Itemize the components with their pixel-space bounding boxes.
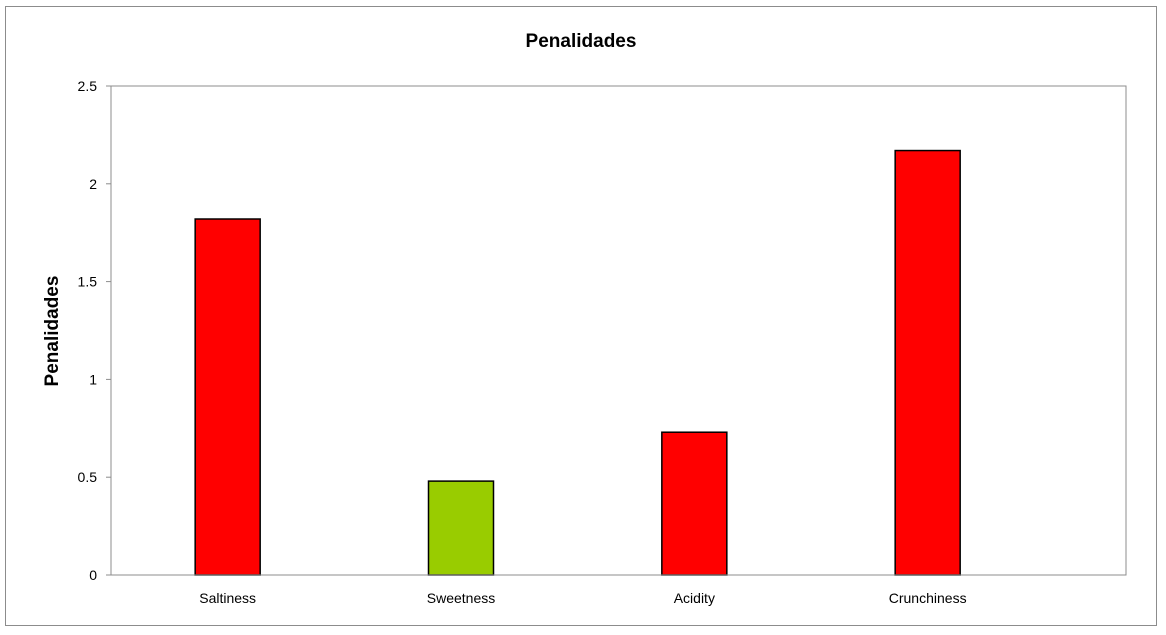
bar-sweetness <box>427 480 495 576</box>
y-tick-label: 2.5 <box>78 78 98 94</box>
y-tick-label: 1.5 <box>78 274 98 290</box>
x-axis: Saltiness Sweetness Acidity Crunchiness <box>111 574 1126 606</box>
y-axis-label: Penalidades <box>42 276 63 387</box>
bars <box>194 149 961 576</box>
x-tick-label: Acidity <box>674 590 715 606</box>
x-tick-label: Crunchiness <box>889 590 967 606</box>
y-tick-label: 2 <box>89 176 97 192</box>
bar-acidity <box>661 431 728 576</box>
chart-title: Penalidades <box>526 31 637 52</box>
x-tick-label: Sweetness <box>427 590 495 606</box>
bar-crunchiness <box>894 149 961 576</box>
y-tick-label: 0.5 <box>78 469 98 485</box>
y-tick-label: 0 <box>89 567 97 583</box>
y-axis: 0 0.5 1 1.5 2 2.5 <box>78 78 111 583</box>
plot-area <box>110 85 1127 576</box>
bar-saltiness <box>194 218 261 576</box>
y-tick-label: 1 <box>89 371 97 387</box>
x-tick-label: Saltiness <box>199 590 256 606</box>
